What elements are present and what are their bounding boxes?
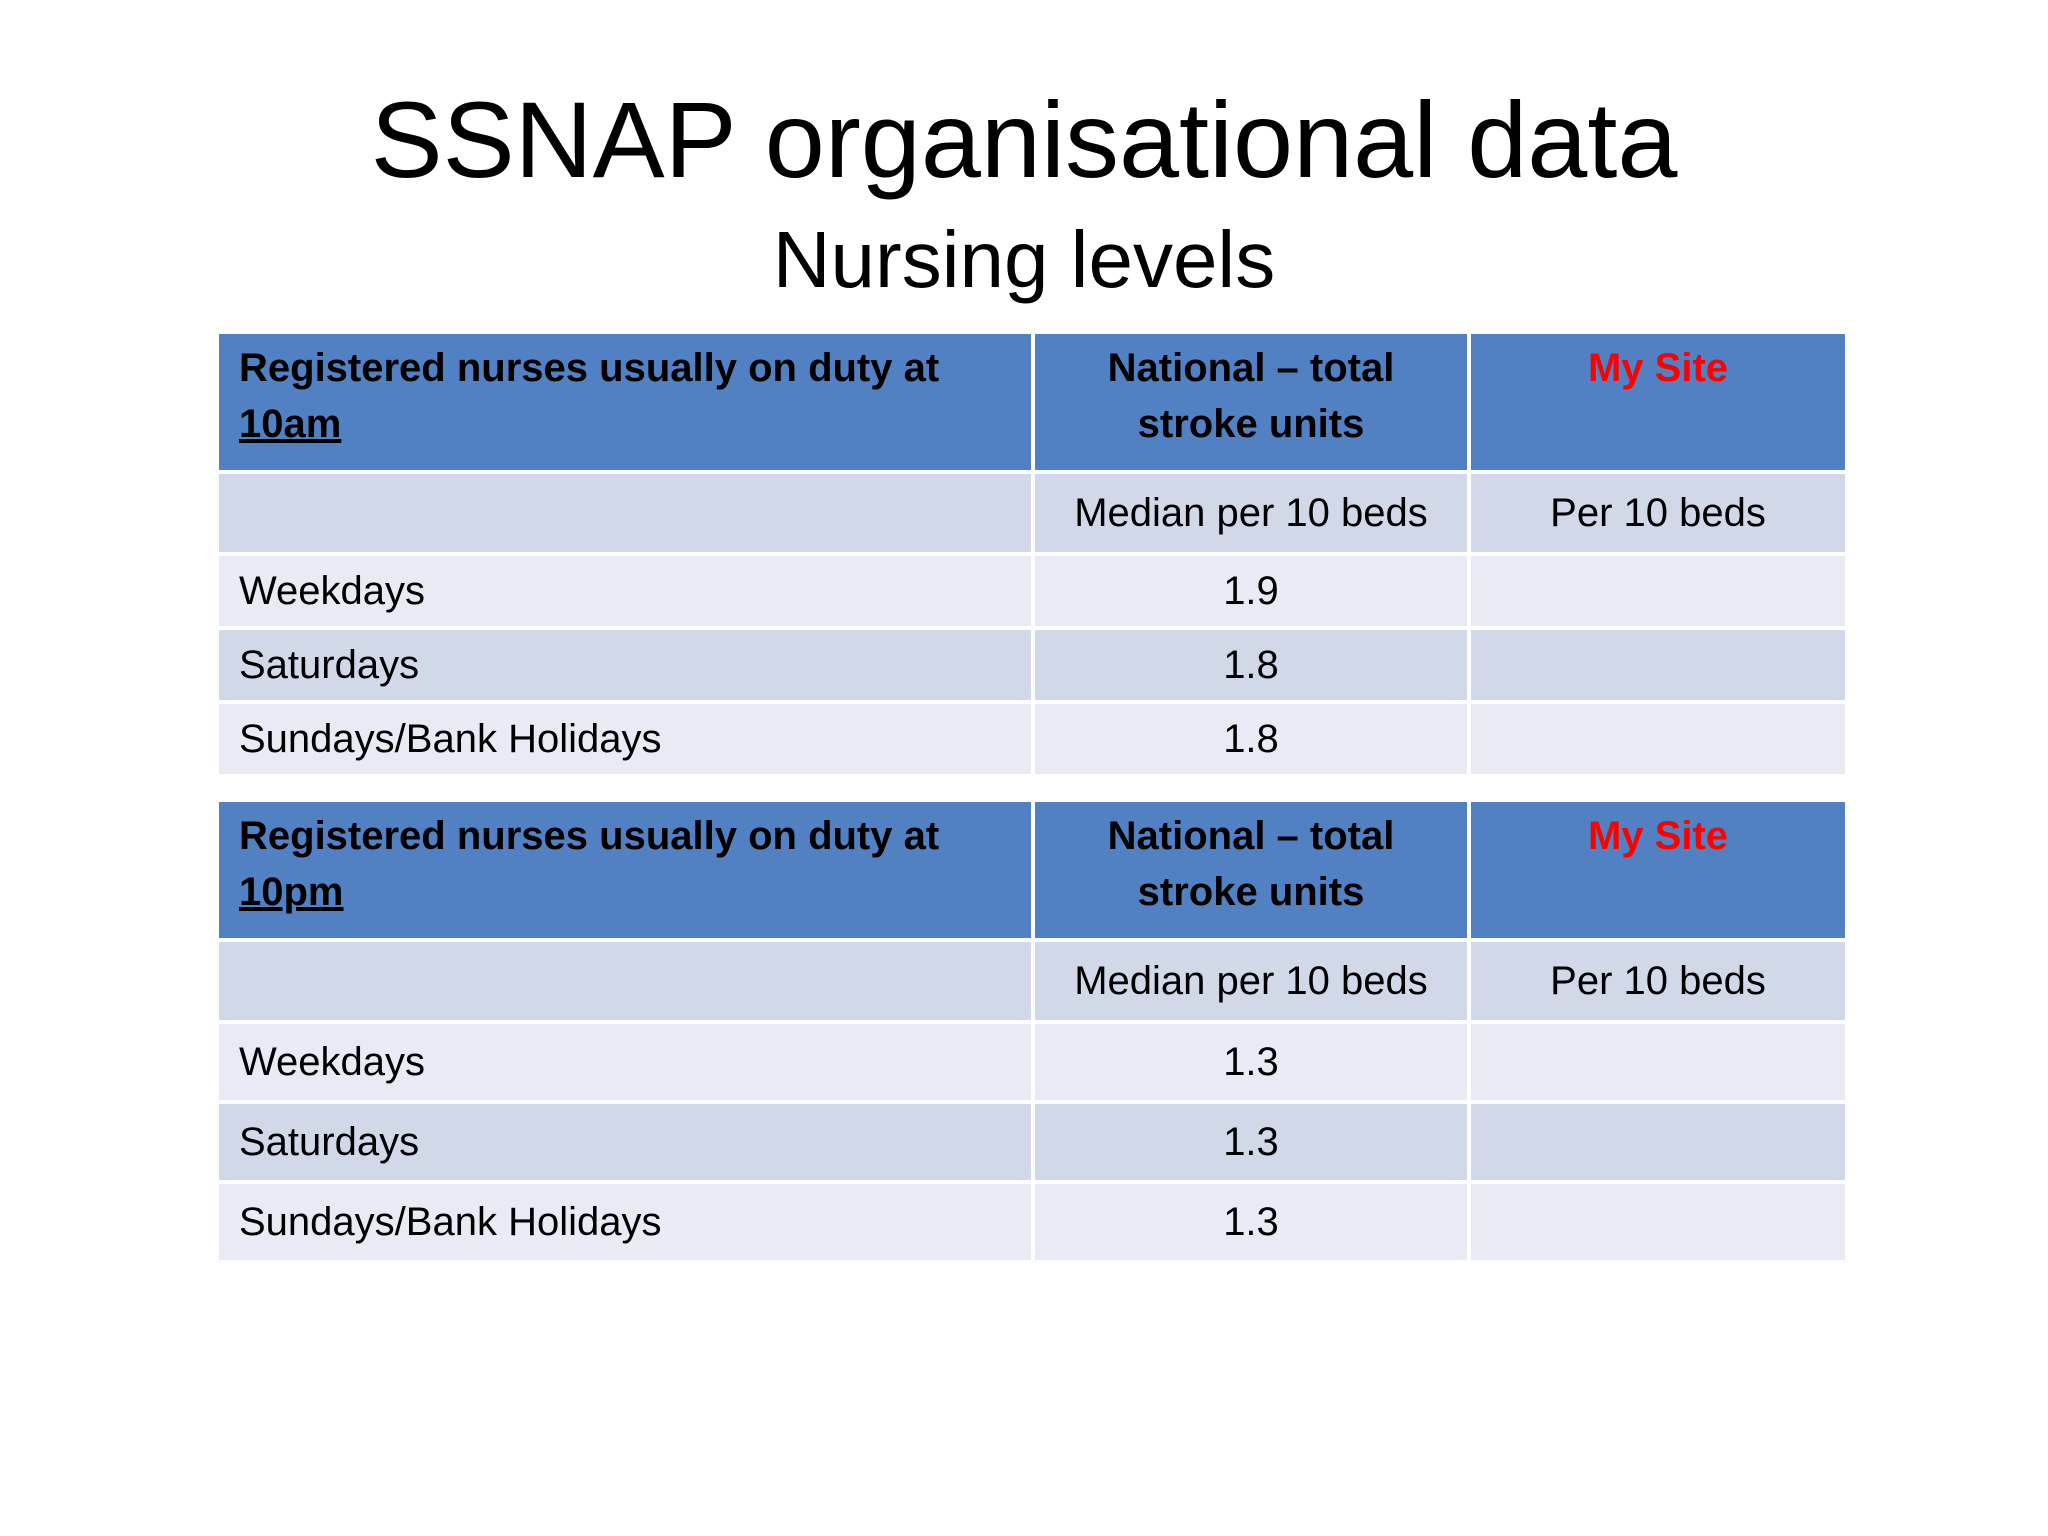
header-label-cell: Registered nurses usually on duty at 10p… (219, 802, 1031, 938)
units-label-cell (219, 942, 1031, 1020)
row-my-site-value[interactable] (1471, 1184, 1845, 1260)
units-national: Median per 10 beds (1035, 942, 1467, 1020)
units-my-site: Per 10 beds (1471, 474, 1845, 552)
table-row: Sundays/Bank Holidays 1.8 (219, 704, 1845, 774)
row-my-site-value[interactable] (1471, 630, 1845, 700)
table-header-row: Registered nurses usually on duty at 10p… (219, 802, 1845, 938)
row-my-site-value[interactable] (1471, 556, 1845, 626)
row-national-value: 1.3 (1035, 1184, 1467, 1260)
row-my-site-value[interactable] (1471, 1104, 1845, 1180)
header-my-site: My Site (1471, 802, 1845, 938)
nursing-table-10am: Registered nurses usually on duty at 10a… (215, 330, 1849, 778)
row-national-value: 1.9 (1035, 556, 1467, 626)
row-label: Saturdays (219, 630, 1031, 700)
units-my-site: Per 10 beds (1471, 942, 1845, 1020)
row-label: Sundays/Bank Holidays (219, 704, 1031, 774)
row-label: Weekdays (219, 556, 1031, 626)
table-row: Sundays/Bank Holidays 1.3 (219, 1184, 1845, 1260)
row-my-site-value[interactable] (1471, 704, 1845, 774)
row-national-value: 1.3 (1035, 1024, 1467, 1100)
slide-title: SSNAP organisational data (370, 79, 1678, 200)
slide-subtitle: Nursing levels (772, 215, 1276, 304)
table-row: Weekdays 1.3 (219, 1024, 1845, 1100)
header-label-prefix: Registered nurses usually on duty at (239, 814, 940, 858)
row-label: Saturdays (219, 1104, 1031, 1180)
header-label-time: 10pm (239, 870, 344, 914)
units-row: Median per 10 beds Per 10 beds (219, 942, 1845, 1020)
row-national-value: 1.3 (1035, 1104, 1467, 1180)
table-row: Weekdays 1.9 (219, 556, 1845, 626)
header-national: National – total stroke units (1035, 334, 1467, 470)
header-label-cell: Registered nurses usually on duty at 10a… (219, 334, 1031, 470)
header-my-site: My Site (1471, 334, 1845, 470)
row-national-value: 1.8 (1035, 704, 1467, 774)
row-national-value: 1.8 (1035, 630, 1467, 700)
header-label-time: 10am (239, 402, 342, 446)
row-my-site-value[interactable] (1471, 1024, 1845, 1100)
units-row: Median per 10 beds Per 10 beds (219, 474, 1845, 552)
table-header-row: Registered nurses usually on duty at 10a… (219, 334, 1845, 470)
nursing-table-10pm: Registered nurses usually on duty at 10p… (215, 798, 1849, 1264)
header-label-prefix: Registered nurses usually on duty at (239, 346, 940, 390)
row-label: Sundays/Bank Holidays (219, 1184, 1031, 1260)
header-national: National – total stroke units (1035, 802, 1467, 938)
table-row: Saturdays 1.3 (219, 1104, 1845, 1180)
table-row: Saturdays 1.8 (219, 630, 1845, 700)
row-label: Weekdays (219, 1024, 1031, 1100)
units-national: Median per 10 beds (1035, 474, 1467, 552)
units-label-cell (219, 474, 1031, 552)
